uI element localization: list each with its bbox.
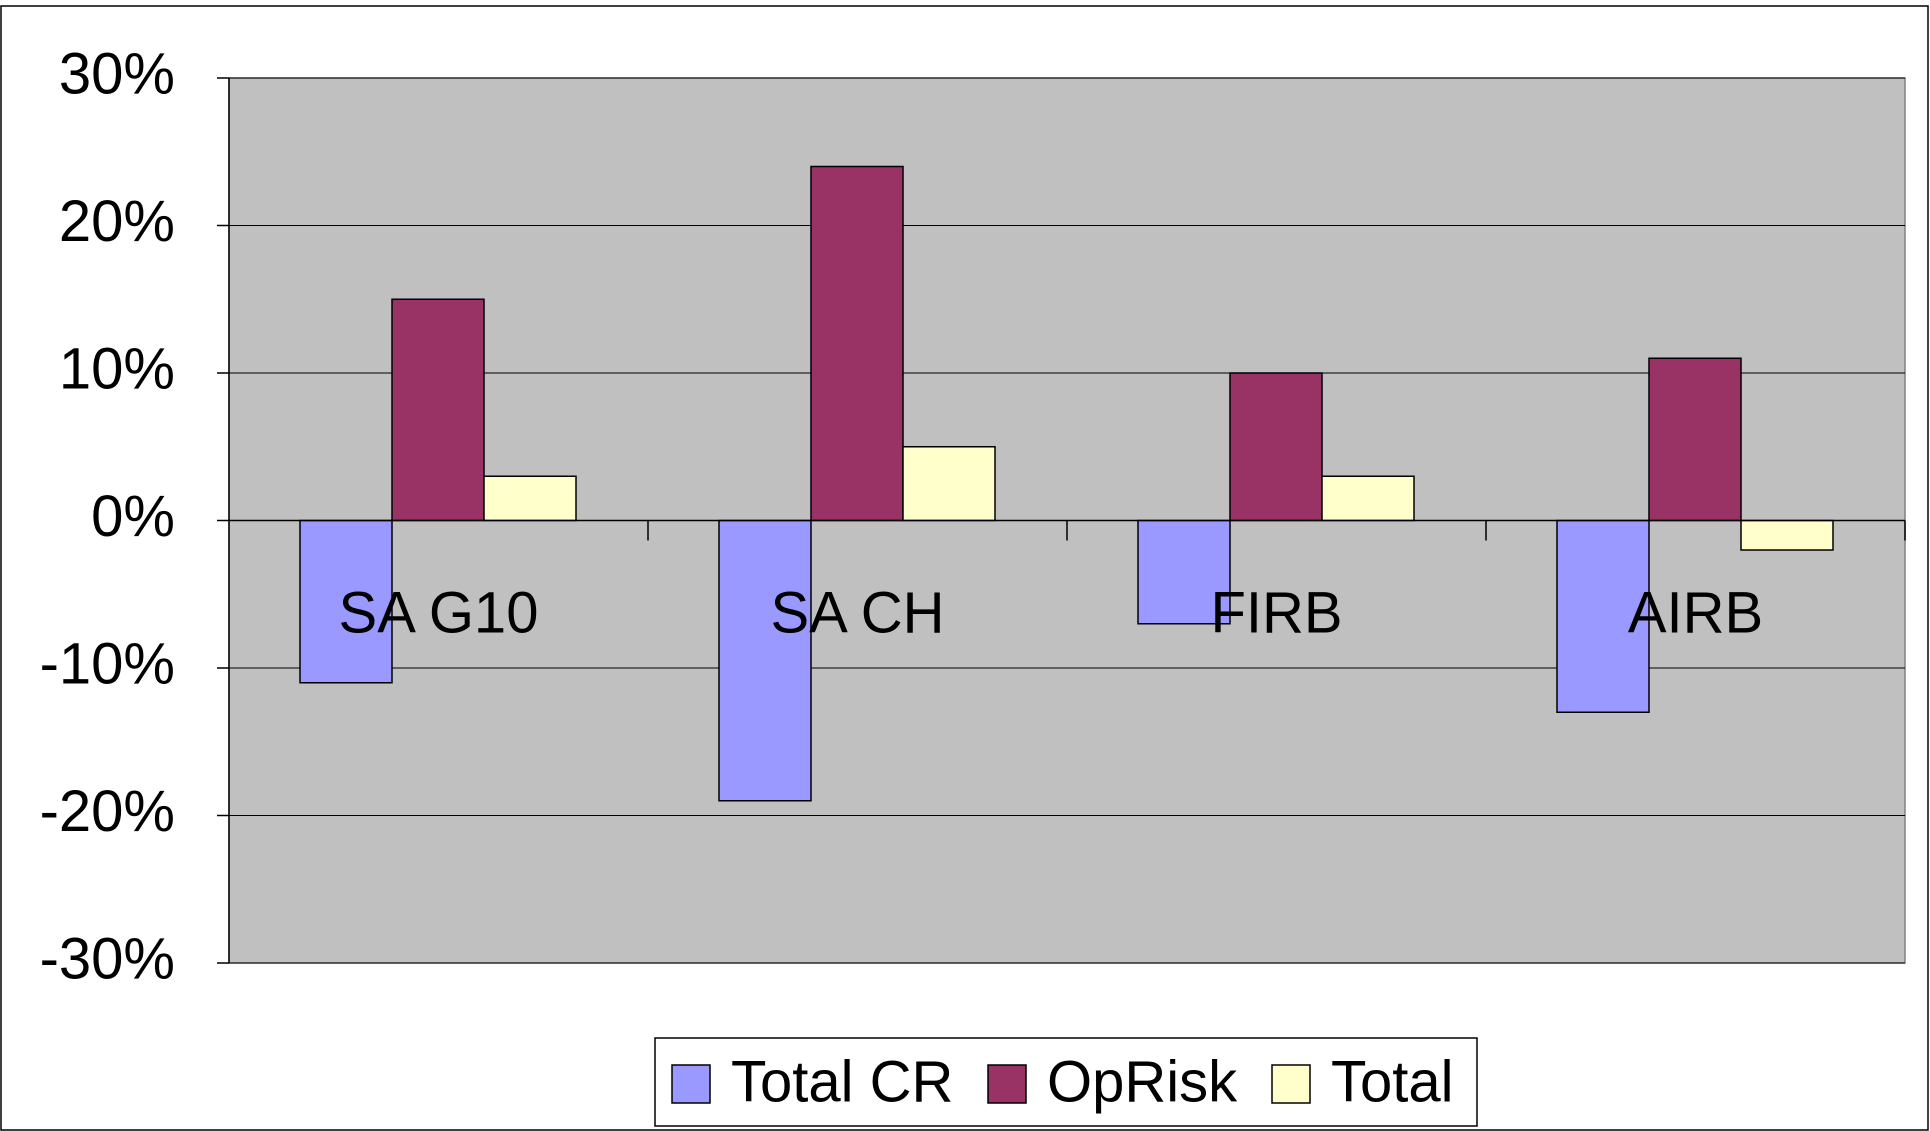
bar — [810, 165, 904, 522]
bar — [483, 475, 577, 522]
legend-swatch — [987, 1064, 1027, 1104]
bar — [1556, 519, 1650, 713]
y-tick-label: 0% — [91, 484, 175, 549]
legend-box — [654, 1037, 1478, 1127]
bar — [718, 519, 812, 802]
bar — [1321, 475, 1415, 522]
legend-label: Total CR — [731, 1049, 953, 1114]
y-tick-label: -20% — [40, 779, 175, 844]
bar — [1137, 519, 1231, 625]
x-tick-label: SA G10 — [339, 580, 539, 645]
legend-label: OpRisk — [1047, 1049, 1238, 1114]
legend-swatch — [671, 1064, 711, 1104]
y-tick-label: -10% — [40, 631, 175, 696]
y-tick-label: 10% — [59, 336, 175, 401]
legend-swatch — [1271, 1064, 1311, 1104]
y-tick-label: 30% — [59, 41, 175, 106]
y-tick-label: -30% — [40, 926, 175, 991]
y-tick-label: 20% — [59, 189, 175, 254]
bar — [1648, 357, 1742, 522]
bar — [391, 298, 485, 522]
x-tick-label: SA CH — [770, 580, 944, 645]
x-tick-label: AIRB — [1628, 580, 1763, 645]
bar — [1229, 372, 1323, 522]
x-tick-label: FIRB — [1210, 580, 1342, 645]
legend-label: Total — [1331, 1049, 1454, 1114]
bar — [902, 446, 996, 522]
bar — [299, 519, 393, 684]
bar — [1740, 519, 1834, 551]
